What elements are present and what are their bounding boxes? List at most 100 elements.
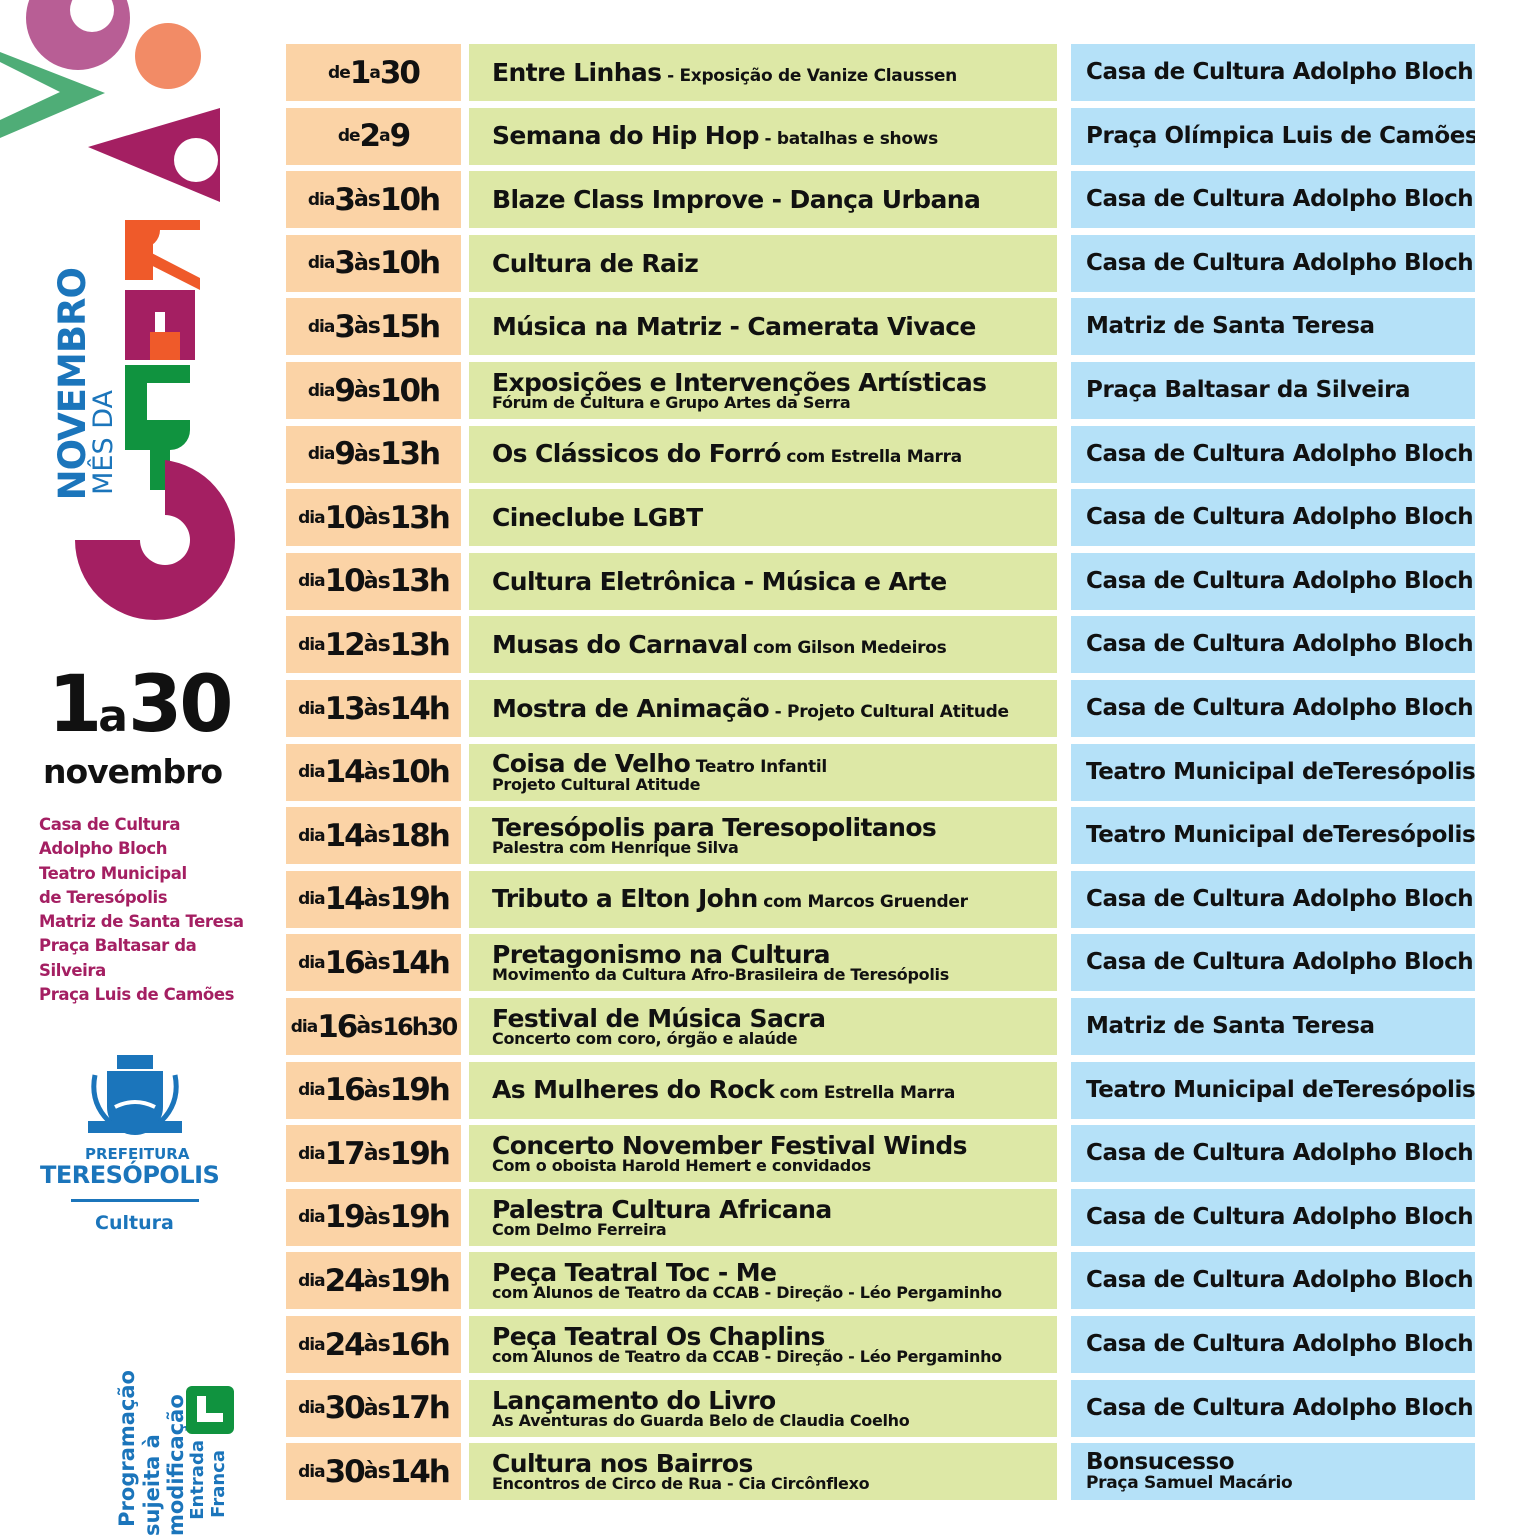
table-row: dia 10 às 13h Cultura Eletrônica - Música e … [0,552,1536,610]
venue-name: Casa de Cultura Adolpho Bloch [1086,1331,1474,1357]
event-detail: - batalhas e shows [758,129,939,150]
date-cell: dia 19 às 19h [286,1188,461,1246]
event-title: Cultura de Raiz [492,248,699,278]
event-title-line: Coisa de Velho Teatro Infantil [492,751,1057,777]
event-subtitle: Concerto com coro, órgão e alaúde [492,1029,798,1048]
date-connector: às [363,568,391,594]
venue-name: Teatro Municipal deTeresópolis [1086,822,1475,849]
event-title-line: Musas do Carnaval com Gilson Medeiros [492,632,1057,658]
venue-name: Casa de Cultura Adolpho Bloch [1086,186,1474,213]
event-cell: Lançamento do Livro As Aventuras do Guard… [469,1379,1057,1437]
event-title-line: Cineclube LGBT [492,505,1057,530]
table-row: de 1 a 30 Entre Linhas - Exposição de Vanize… [0,44,1536,101]
event-cell: Mostra de Animação - Projeto Cultural At… [469,680,1057,737]
date-connector: às [363,1395,391,1421]
date-cell: dia 9 às 10h [286,362,461,419]
venue-name: Casa de Cultura Adolpho Bloch [1086,567,1474,594]
date-prefix: dia [298,762,325,783]
venue-cell: Casa de Cultura Adolpho Bloch [1071,1252,1475,1310]
date-cell: dia 3 às 10h [286,234,461,292]
date-connector: a [379,126,391,147]
venue-name: Casa de Cultura Adolpho Bloch [1086,695,1474,721]
event-title-line: As Mulheres do Rock com Estrella Marra [492,1077,1057,1103]
event-detail: Teatro Infantil [690,757,827,778]
event-title: Cultura nos Bairros [492,1449,753,1479]
venue-cell: Casa de Cultura Adolpho Bloch [1071,552,1475,610]
table-row: de 2 a 9 Semana do Hip Hop - batalhas e show… [0,107,1536,165]
venue-list-item: Adolpho Bloch [39,839,168,859]
date-cell: dia 17 às 19h [286,1125,461,1183]
event-title-line: Entre Linhas - Exposição de Vanize Claus… [492,60,1057,86]
table-row: dia 13 às 14h Mostra de Animação - Projeto C… [0,680,1536,737]
event-title: Festival de Música Sacra [492,1004,826,1033]
table-row: dia 30 às 14h Cultura nos Bairros Encontros d… [0,1443,1536,1501]
date-day: 9 [334,436,356,473]
venue-cell: Casa de Cultura Adolpho Bloch [1071,234,1475,292]
date-cell: dia 14 às 18h [286,807,461,865]
event-title-line: Cultura Eletrônica - Música e Arte [492,569,1057,594]
event-cell: Entre Linhas - Exposição de Vanize Claus… [469,44,1057,101]
event-title-line: Música na Matriz - Camerata Vivace [492,314,1057,339]
date-connector: às [363,632,391,658]
date-time: 19h [389,1072,451,1109]
event-title: Mostra de Animação [492,693,770,723]
date-connector: às [363,696,391,721]
date-prefix: dia [307,380,335,401]
date-time: 9 [389,118,412,155]
venue-cell: Bonsucesso Praça Samuel Macário [1071,1443,1475,1501]
event-cell: Semana do Hip Hop - batalhas e shows [469,107,1057,165]
date-cell: de 1 a 30 [286,44,461,101]
event-title: Palestra Cultura Africana [492,1194,832,1224]
event-cell: Música na Matriz - Camerata Vivace [469,298,1057,356]
venue-cell: Praça Baltasar da Silveira [1071,362,1475,419]
date-time: 19h [389,1262,451,1299]
table-row: dia 12 às 13h Musas do Carnaval com Gilson M… [0,616,1536,674]
table-row: dia 30 às 17h Lançamento do Livro As Aventura… [0,1379,1536,1437]
table-row: dia 10 às 13h Cineclube LGBT Casa de Cultura … [0,489,1536,547]
venue-cell: Teatro Municipal deTeresópolis [1071,807,1475,865]
date-connector: às [363,823,391,849]
event-subtitle: com Alunos de Teatro da CCAB - Direção -… [492,1283,1002,1303]
event-cell: Teresópolis para Teresopolitanos Palestra… [469,807,1057,865]
venue-list-item: Praça Baltasar da [39,936,197,956]
date-cell: dia 30 às 14h [286,1443,461,1501]
venue-cell: Casa de Cultura Adolpho Bloch [1071,1188,1475,1246]
event-cell: As Mulheres do Rock com Estrella Marra [469,1061,1057,1119]
venue-cell: Casa de Cultura Adolpho Bloch [1071,870,1475,928]
date-connector: às [363,1332,391,1357]
event-title: Musas do Carnaval [492,629,748,659]
sidebar-branding: NOVEMBRO MÊS DA 1a30 novembro Casa de Cu… [0,0,270,1536]
venue-name: Casa de Cultura Adolpho Bloch [1086,631,1474,658]
event-subtitle: Projeto Cultural Atitude [492,775,701,795]
date-time: 14h [389,944,451,981]
event-cell: Peça Teatral Toc - Me com Alunos de Teatr… [469,1252,1057,1310]
salmon-dot-shape [135,23,201,89]
date-cell: dia 14 às 10h [286,743,461,801]
event-title: Entre Linhas [492,57,662,87]
event-cell: Cultura de Raiz [469,234,1057,292]
date-connector: às [363,1077,391,1103]
table-row: dia 9 às 13h Os Clássicos do Forró com Estre… [0,425,1536,483]
date-day: 10 [324,563,366,600]
date-time: 10h [379,245,441,282]
date-cell: dia 13 às 14h [286,680,461,737]
event-title: Música na Matriz - Camerata Vivace [492,312,976,342]
date-cell: dia 24 às 16h [286,1316,461,1373]
table-row: dia 14 às 18h Teresópolis para Teresopolitan… [0,807,1536,865]
date-cell: dia 16 às 19h [286,1061,461,1119]
green-u-shape [125,420,190,490]
date-day: 30 [324,1453,366,1490]
event-subtitle: As Aventuras do Guarda Belo de Claudia C… [492,1410,910,1430]
date-prefix: dia [298,1334,325,1355]
event-title: Tributo a Elton John [492,884,758,914]
date-range: 1a30 [48,660,234,750]
date-day: 1 [349,54,372,91]
table-row: dia 24 às 19h Peça Teatral Toc - Me com Aluno… [0,1252,1536,1310]
date-prefix: dia [307,316,335,337]
date-day: 3 [334,181,356,218]
event-title: Peça Teatral Toc - Me [492,1258,777,1288]
date-day: 19 [324,1199,366,1236]
event-title: Pretagonismo na Cultura [492,940,831,970]
date-day: 16 [324,1072,366,1109]
event-detail: com Estrella Marra [780,447,962,468]
